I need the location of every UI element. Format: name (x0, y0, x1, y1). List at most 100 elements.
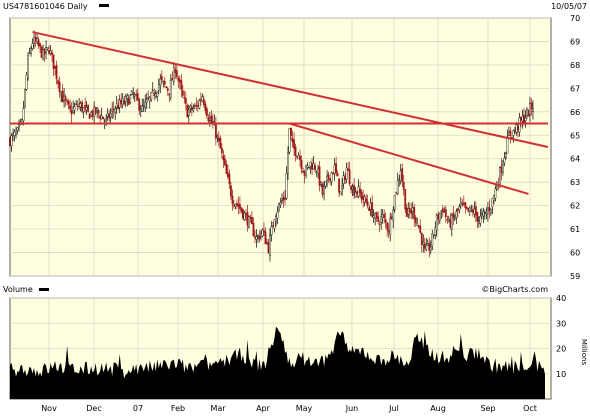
candle-body (333, 164, 336, 174)
candle-body (383, 214, 386, 218)
candle-body (30, 48, 32, 54)
candle-body (10, 135, 13, 146)
candle-body (302, 170, 304, 173)
candle-body (220, 148, 223, 154)
candle-body (362, 196, 365, 200)
x-tick-label: Nov (41, 404, 57, 413)
candle-body (171, 77, 174, 81)
candle-body (485, 212, 488, 215)
candle-body (395, 192, 398, 194)
candle-body (88, 113, 91, 119)
volume-y-tick-label: 40 (556, 294, 566, 303)
candle-body (237, 203, 240, 207)
candle-body (503, 157, 506, 164)
candle-body (94, 107, 97, 114)
candle-body (465, 206, 468, 209)
candle-body (69, 105, 72, 110)
symbol-label: US4781601046 Daily (3, 2, 88, 11)
candle-body (408, 208, 411, 212)
candle-body (290, 127, 292, 136)
candle-body (216, 135, 219, 139)
candle-body (285, 173, 288, 199)
candle-body (294, 146, 297, 156)
candle-body (91, 110, 94, 117)
candle-body (386, 222, 389, 230)
candle-body (261, 229, 264, 237)
candle-body (375, 212, 378, 219)
candle-body (195, 105, 198, 107)
candle-body (260, 233, 262, 237)
candle-body (296, 156, 298, 158)
candle-body (219, 137, 222, 149)
candle-body (284, 197, 286, 200)
candle-body (532, 108, 534, 112)
candle-body (210, 115, 213, 123)
candle-body (350, 185, 353, 190)
candle-body (348, 169, 351, 185)
candle-body (124, 96, 127, 102)
candle-body (473, 208, 476, 215)
candle-body (508, 132, 510, 136)
candle-body (527, 109, 530, 117)
candle-body (270, 226, 273, 235)
price-y-tick-label: 69 (570, 37, 580, 46)
candle-body (75, 103, 78, 105)
candle-body (345, 167, 348, 180)
candle-body (429, 246, 432, 251)
candle-body (108, 113, 111, 119)
candle-body (423, 243, 426, 249)
volume-unit-label: Millions (580, 339, 588, 366)
price-y-tick-label: 62 (570, 202, 580, 211)
candle-body (31, 43, 34, 49)
candle-body (16, 127, 19, 131)
x-tick-label: Oct (523, 404, 537, 413)
candle-body (245, 213, 247, 216)
candle-body (468, 206, 471, 212)
trendlines (10, 31, 549, 195)
candle-body (459, 201, 462, 204)
candle-body (153, 92, 156, 97)
candle-body (344, 176, 347, 180)
candle-body (477, 220, 480, 224)
candle-body (273, 219, 276, 229)
candle-body (112, 109, 115, 111)
candle-body (130, 91, 133, 95)
candle-body (366, 201, 369, 206)
candle-body (34, 37, 37, 42)
candle-body (494, 188, 497, 199)
candle-body (371, 202, 374, 217)
candle-body (67, 101, 70, 105)
candle-body (61, 90, 64, 103)
candle-body (456, 208, 459, 211)
x-tick-label: Jul (388, 404, 399, 413)
candle-body (335, 163, 338, 173)
candle-body (407, 208, 410, 215)
candle-body (500, 166, 503, 173)
price-y-axis: 59 60 61 62 63 64 65 66 67 68 69 70 (570, 14, 580, 281)
candle-body (449, 219, 452, 228)
x-tick-label: Feb (171, 404, 185, 413)
candle-body (82, 107, 85, 113)
candle-body (486, 209, 489, 214)
candle-body (18, 124, 20, 128)
candle-body (40, 46, 43, 58)
candle-body (222, 155, 225, 161)
candle-body (281, 200, 283, 202)
candle-body (174, 69, 177, 73)
candle-body (39, 43, 41, 47)
candle-body (505, 153, 507, 158)
price-y-tick-label: 59 (570, 272, 580, 281)
candle-body (172, 67, 175, 83)
candle-body (49, 50, 52, 54)
candle-body (121, 98, 124, 106)
candle-body (314, 165, 316, 171)
candle-body (135, 94, 138, 96)
candle-body (381, 214, 384, 218)
candle-body (342, 175, 345, 185)
candle-body (159, 78, 162, 86)
candle-body (202, 99, 205, 105)
candle-body (303, 171, 306, 176)
candle-body (239, 204, 241, 209)
candle-body (377, 216, 380, 222)
candle-body (180, 80, 183, 90)
